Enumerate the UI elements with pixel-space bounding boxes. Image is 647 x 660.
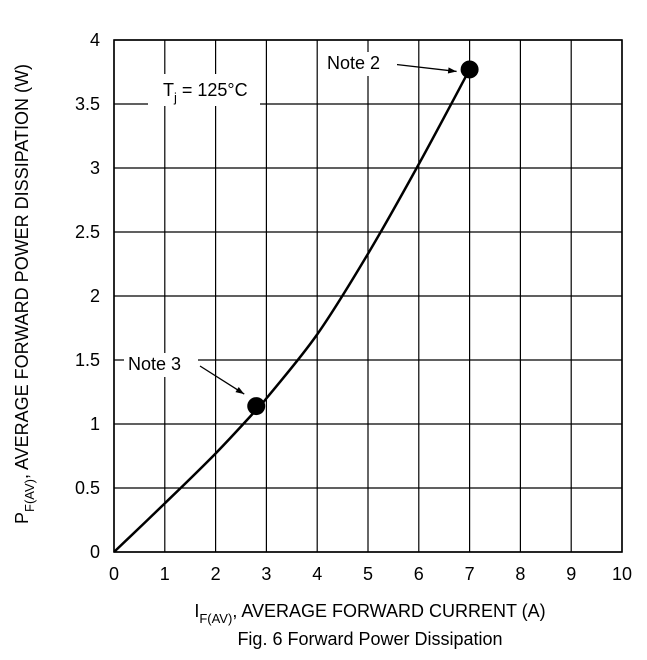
grid (113, 39, 623, 553)
condition-label: Tj = 125°C (163, 80, 248, 105)
annotation-arrowhead (447, 67, 457, 74)
annotation-bg (124, 353, 198, 377)
y-tick-label: 1.5 (75, 350, 100, 370)
x-tick-label: 5 (363, 564, 373, 584)
x-tick-label: 1 (160, 564, 170, 584)
x-axis-label: IF(AV), AVERAGE FORWARD CURRENT (A) (194, 601, 545, 626)
note-marker (460, 60, 479, 79)
annotation-label: Note 2 (327, 53, 380, 73)
y-tick-label: 3 (90, 158, 100, 178)
y-tick-label: 0.5 (75, 478, 100, 498)
y-tick-label: 0 (90, 542, 100, 562)
y-axis-label: PF(AV), AVERAGE FORWARD POWER DISSIPATIO… (12, 64, 37, 524)
x-tick-label: 6 (414, 564, 424, 584)
series-line (113, 68, 471, 553)
annotations: Note 2 Note 3 (124, 52, 457, 395)
y-tick-label: 2.5 (75, 222, 100, 242)
y-tick-labels: 0 0.5 1 1.5 2 2.5 3 3.5 4 (75, 30, 100, 562)
annotation-leader (391, 63, 457, 73)
condition-label-bg (148, 74, 260, 106)
plot-border (113, 39, 623, 553)
y-tick-label: 3.5 (75, 94, 100, 114)
y-tick-label: 4 (90, 30, 100, 50)
y-tick-label: 2 (90, 286, 100, 306)
annotation-bg (323, 52, 397, 76)
x-tick-label: 8 (515, 564, 525, 584)
note-marker (247, 397, 266, 416)
annotation-label: Note 3 (128, 354, 181, 374)
x-tick-label: 0 (109, 564, 119, 584)
x-tick-label: 10 (612, 564, 632, 584)
annotation-arrowhead (235, 386, 245, 395)
figure-caption: Fig. 6 Forward Power Dissipation (237, 629, 502, 649)
x-tick-label: 9 (566, 564, 576, 584)
x-tick-label: 7 (465, 564, 475, 584)
x-tick-label: 4 (312, 564, 322, 584)
annotation-leader (199, 365, 245, 395)
y-tick-label: 1 (90, 414, 100, 434)
markers (247, 60, 479, 416)
x-tick-label: 3 (261, 564, 271, 584)
x-tick-label: 2 (211, 564, 221, 584)
x-tick-labels: 0 1 2 3 4 5 6 7 8 9 10 (109, 564, 632, 584)
